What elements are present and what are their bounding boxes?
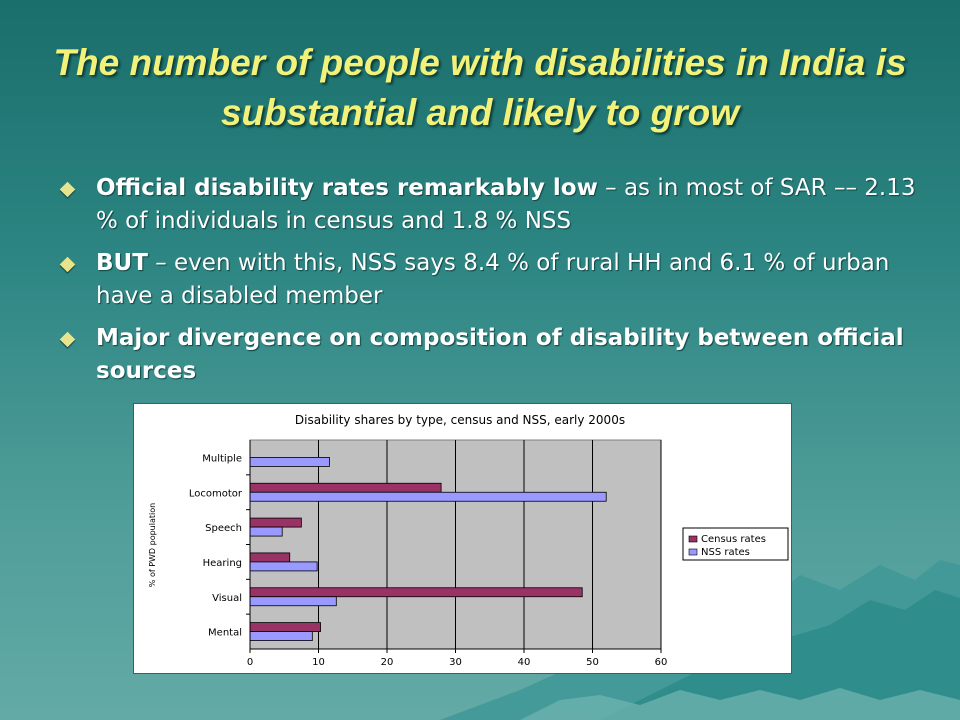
census-bar [249, 482, 442, 493]
x-tick-label: 50 [586, 657, 599, 668]
x-tick-label: 40 [518, 657, 531, 668]
category-label: Hearing [203, 558, 242, 569]
census-bar [249, 552, 291, 563]
nss-bar [249, 631, 313, 641]
category-label: Speech [205, 523, 242, 534]
chart-ylabel: % of PWD population [148, 503, 157, 587]
bullet-item: BUT – even with this, NSS says 8.4 % of … [58, 247, 918, 313]
category-label: Locomotor [189, 488, 243, 499]
census-bar [249, 517, 302, 528]
chart-title: Disability shares by type, census and NS… [295, 413, 625, 427]
legend-box [682, 527, 789, 561]
bullet-item: Official disability rates remarkably low… [58, 172, 918, 238]
nss-bar [249, 596, 337, 607]
bar-chart: Disability shares by type, census and NS… [148, 413, 789, 668]
legend-label: NSS rates [701, 547, 750, 558]
nss-bar [249, 561, 318, 572]
diamond-bullet-icon [59, 256, 76, 273]
slide-title: The number of people with disabilities i… [53, 42, 907, 133]
bullet-item: Major divergence on composition of disab… [58, 322, 918, 388]
x-tick-label: 30 [449, 657, 462, 668]
category-label: Visual [212, 593, 242, 604]
diamond-bullet-icon [59, 331, 76, 348]
bullet-text: – even with this, NSS says 8.4 % of rura… [96, 250, 890, 309]
census-bar [249, 622, 321, 632]
nss-bar [249, 526, 283, 537]
diamond-bullet-icon [59, 181, 76, 198]
x-tick-label: 0 [247, 657, 253, 668]
legend-swatch [688, 548, 698, 556]
bullet-list: Official disability rates remarkably low… [58, 172, 918, 397]
category-label: Mental [208, 628, 242, 639]
category-label: Multiple [202, 453, 242, 464]
bullet-bold-text: Major divergence on composition of disab… [96, 325, 904, 384]
bullet-text: – as in most of SAR –– 2.13 % of individ… [96, 175, 916, 234]
bullet-bold-text: BUT [96, 250, 148, 276]
x-tick-label: 60 [655, 657, 668, 668]
legend-label: Census rates [701, 534, 766, 545]
chart-container: Disability shares by type, census and NS… [133, 403, 792, 674]
legend-swatch [688, 535, 698, 543]
bullet-bold-text: Official disability rates remarkably low [96, 175, 598, 201]
x-tick-label: 20 [381, 657, 394, 668]
x-tick-label: 10 [312, 657, 325, 668]
nss-bar [249, 457, 330, 467]
census-bar [249, 587, 583, 598]
nss-bar [249, 491, 607, 502]
